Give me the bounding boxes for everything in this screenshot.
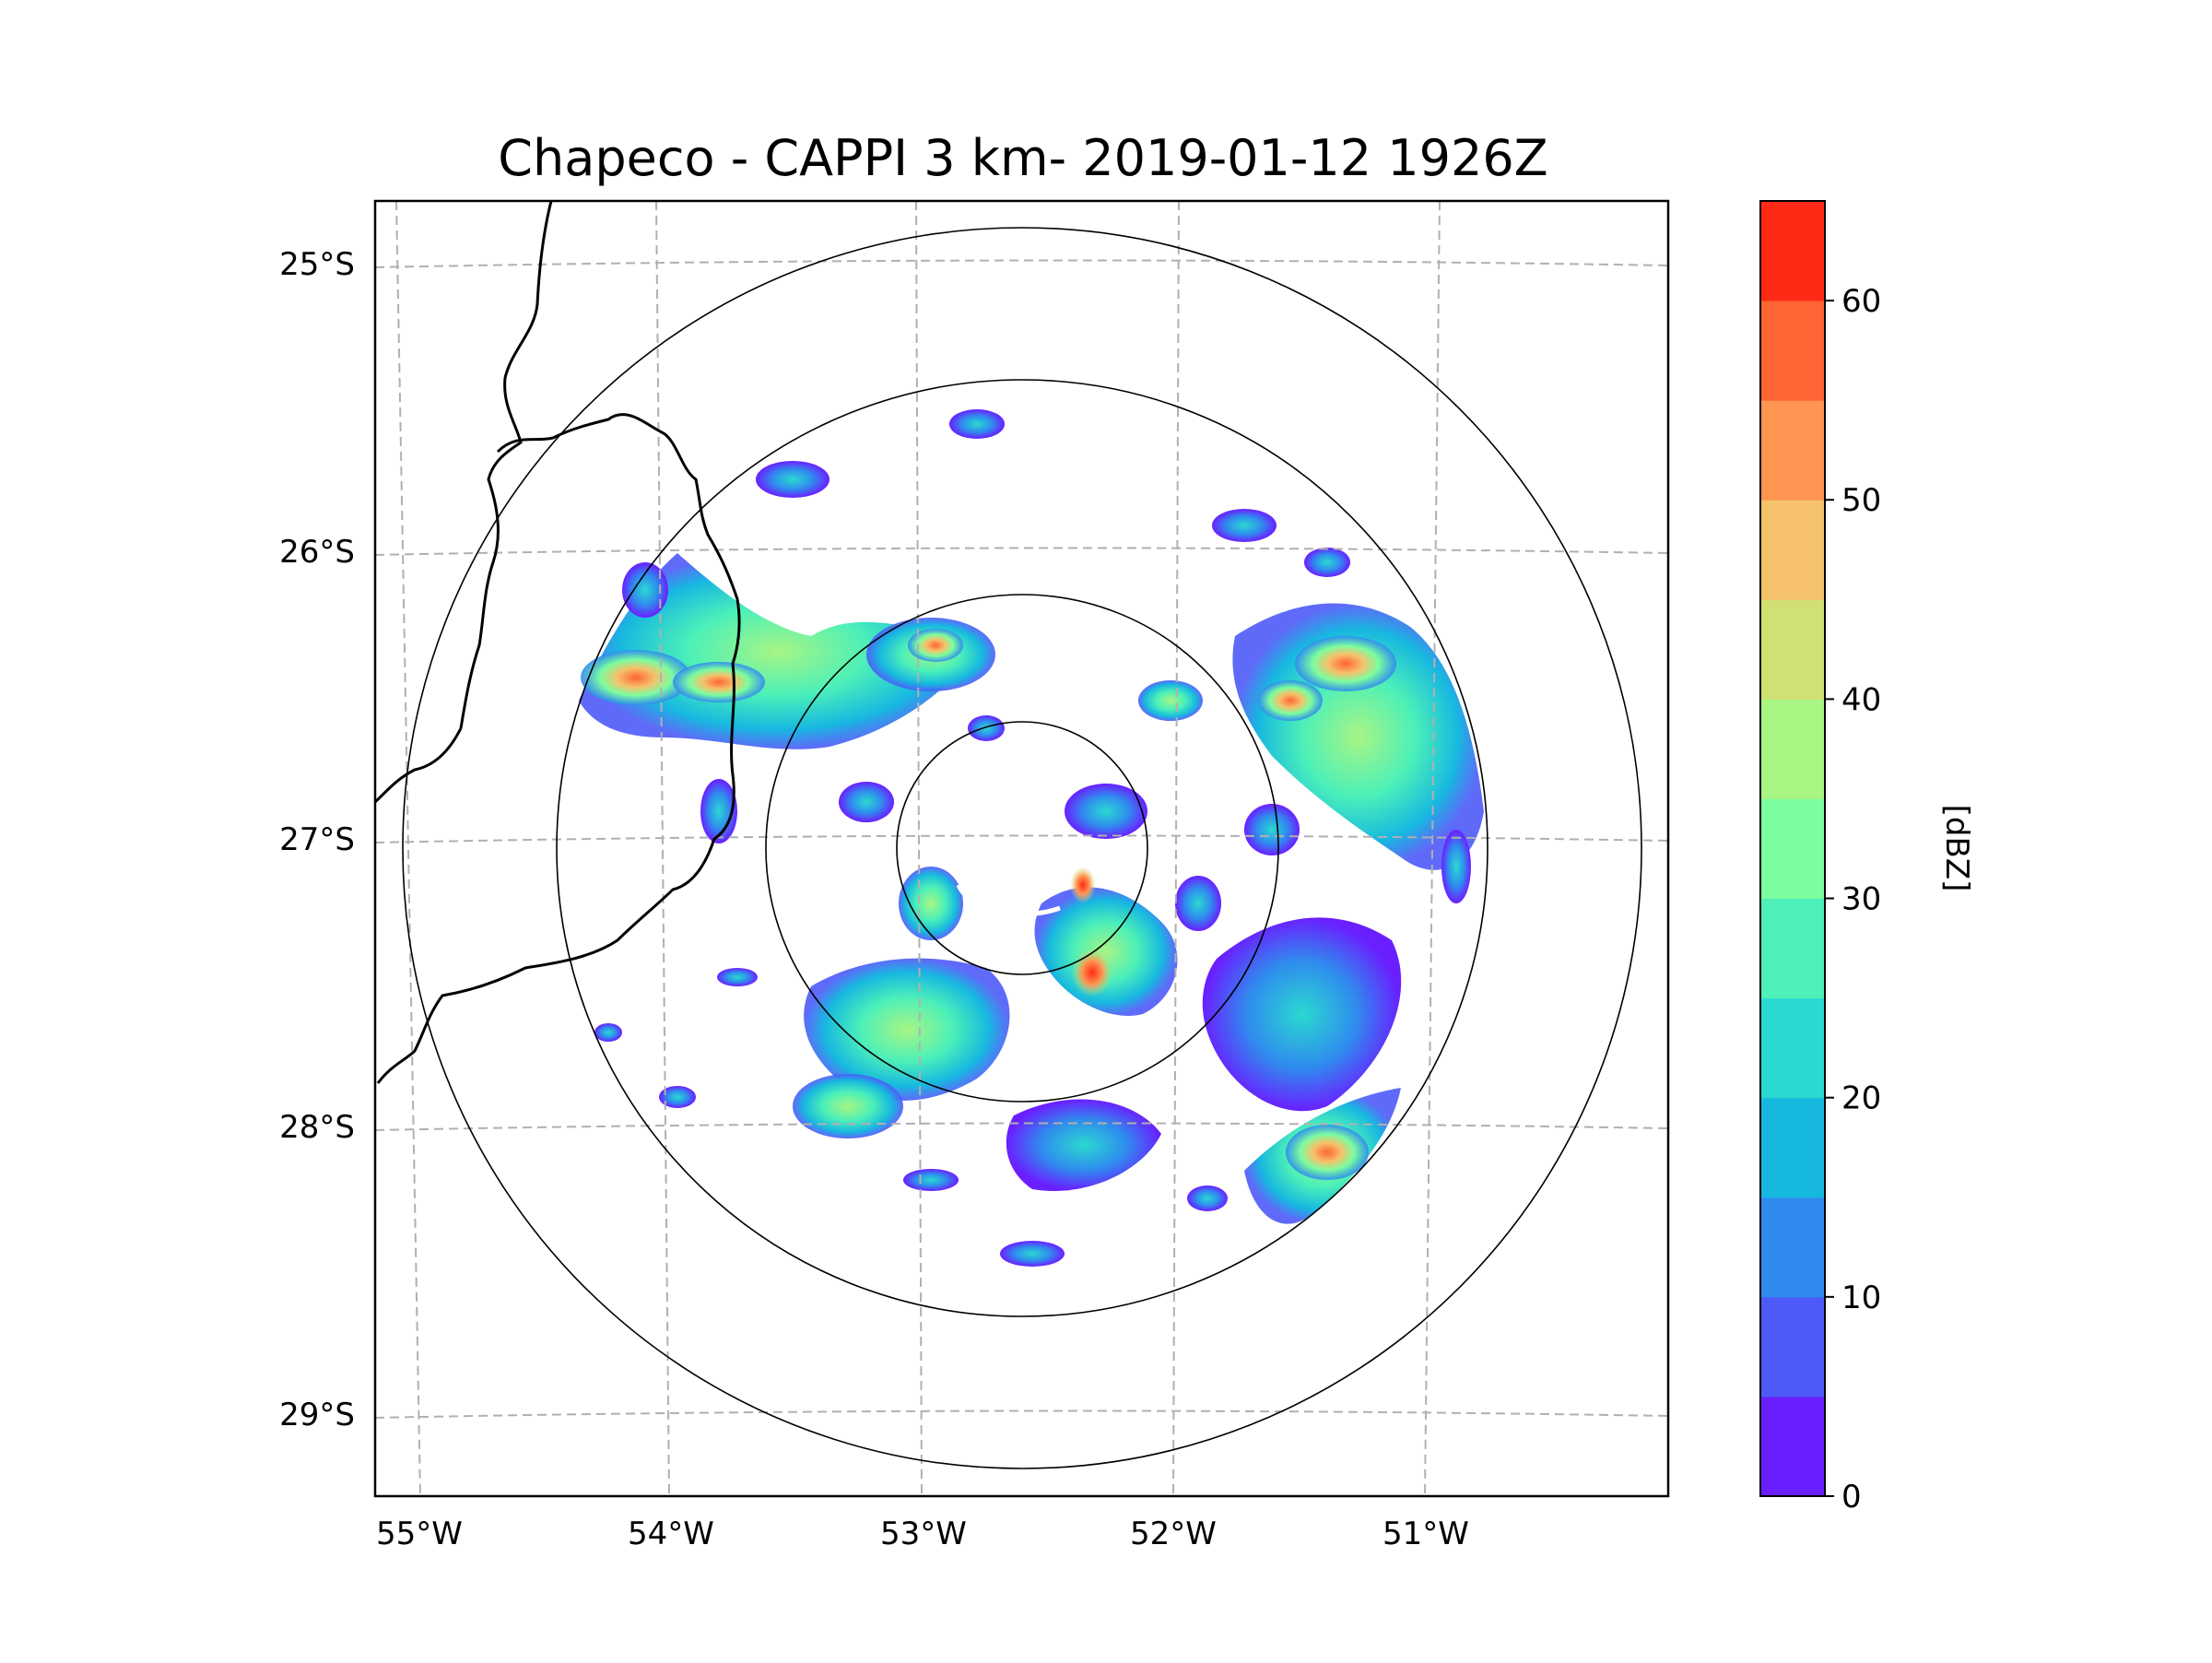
echo-cell — [839, 782, 894, 822]
echo-cell-center — [1034, 887, 1178, 1016]
echo-cell — [700, 779, 737, 843]
lon-label: 53°W — [880, 1516, 967, 1552]
gridline-lon-53 — [915, 201, 923, 1496]
colorbar-tick-label: 20 — [1841, 1080, 1881, 1117]
echo-cell — [756, 461, 830, 498]
gridline-lat-28 — [375, 1122, 1668, 1131]
lat-label: 25°S — [279, 246, 355, 283]
echo-band-ne — [1232, 603, 1484, 870]
colorbar-segment — [1760, 898, 1825, 999]
echo-band-south — [804, 958, 1010, 1101]
colorbar-segment — [1760, 599, 1825, 700]
lat-label: 28°S — [279, 1109, 355, 1146]
colorbar-label: [dBZ] — [1938, 805, 1975, 892]
echo-cell — [659, 1086, 696, 1108]
colorbar-segment — [1760, 1296, 1825, 1398]
echo-cell — [1000, 1241, 1065, 1267]
range-ring — [765, 594, 1279, 1103]
echo-core — [908, 629, 963, 662]
echo-cell — [949, 409, 1005, 439]
echo-cell — [594, 1023, 622, 1042]
colorbar-tick-label: 40 — [1841, 681, 1881, 718]
gridline-lon-55 — [395, 201, 421, 1496]
lat-label: 27°S — [279, 821, 355, 858]
colorbar-tick-label: 50 — [1841, 482, 1881, 519]
gridline-lon-54 — [655, 201, 670, 1496]
range-ring — [556, 379, 1488, 1317]
colorbar-segment — [1760, 400, 1825, 501]
echo-cell — [717, 968, 758, 986]
lat-label: 26°S — [279, 534, 355, 571]
gridline-lat-27 — [375, 834, 1668, 843]
lon-label: 51°W — [1382, 1516, 1469, 1552]
chart-title: Chapeco - CAPPI 3 km- 2019-01-12 1926Z — [498, 129, 1547, 187]
colorbar-segment — [1760, 1396, 1825, 1497]
range-rings — [402, 227, 1642, 1469]
echo-cell — [1065, 784, 1147, 839]
colorbar-segment — [1760, 500, 1825, 600]
colorbar: 0 10 20 30 40 50 60 [dBZ] — [1759, 200, 1975, 1516]
colorbar-segment — [1760, 301, 1825, 401]
echo-cell — [622, 562, 668, 618]
colorbar-tick-label: 10 — [1841, 1280, 1881, 1316]
echo-cell — [903, 1169, 959, 1191]
border-paraguay-argentina — [375, 201, 553, 804]
colorbar-tick-label: 0 — [1841, 1479, 1862, 1516]
gridline-lat-25 — [375, 259, 1668, 268]
colorbar-tick-label: 30 — [1841, 881, 1881, 918]
border-argentina-brazil — [376, 413, 741, 1084]
echo-cell — [968, 715, 1005, 741]
colorbar-ticks: 0 10 20 30 40 50 60 — [1825, 283, 1881, 1516]
echo-cell — [1187, 1185, 1228, 1211]
echo-core — [1286, 1125, 1369, 1180]
gridline-lon-51 — [1424, 201, 1441, 1496]
gridline-lat-29 — [375, 1409, 1668, 1419]
echo-core — [673, 662, 765, 702]
echo-cell — [1175, 876, 1221, 931]
lon-labels: 55°W 54°W 53°W 52°W 51°W — [376, 1516, 1469, 1552]
echo-core — [1258, 680, 1323, 721]
colorbar-segment — [1760, 798, 1825, 900]
gridline-lon-52 — [1172, 201, 1180, 1496]
range-ring — [896, 721, 1148, 975]
map-frame — [373, 199, 1670, 1498]
lon-label: 54°W — [628, 1516, 714, 1552]
echo-cell — [1212, 509, 1277, 542]
echo-cell — [793, 1074, 903, 1138]
echo-cell — [1138, 680, 1203, 721]
map-panel — [375, 201, 1668, 1496]
radar-echoes — [579, 409, 1484, 1267]
echo-weak-east — [1202, 917, 1402, 1112]
lat-labels: 25°S 26°S 27°S 28°S 29°S — [279, 246, 355, 1433]
lon-label: 55°W — [376, 1516, 463, 1552]
colorbar-tick-label: 60 — [1841, 283, 1881, 320]
echo-cell — [1244, 804, 1300, 855]
gridlines — [375, 201, 1668, 1496]
gridline-lat-26 — [375, 547, 1668, 556]
echo-cell — [899, 867, 963, 940]
lon-label: 52°W — [1130, 1516, 1217, 1552]
radar-ring-artifact — [956, 883, 1061, 917]
echo-cell — [1441, 830, 1471, 903]
echo-core — [1295, 636, 1396, 691]
echo-weak-south — [1006, 1099, 1161, 1191]
range-ring — [402, 227, 1642, 1469]
colorbar-segment — [1760, 1097, 1825, 1198]
echo-core — [1072, 949, 1112, 997]
echo-core — [581, 650, 691, 705]
colorbar-segment — [1760, 1197, 1825, 1298]
echo-band-nw — [579, 553, 977, 749]
echo-cell — [1304, 548, 1350, 577]
colorbar-segment — [1760, 201, 1825, 301]
borders — [375, 201, 741, 1084]
lat-label: 29°S — [279, 1397, 355, 1433]
echo-core — [1070, 867, 1096, 903]
colorbar-segment — [1760, 997, 1825, 1099]
colorbar-segments — [1760, 201, 1825, 1497]
colorbar-segment — [1760, 699, 1825, 799]
colorbar-frame — [1759, 200, 1826, 1497]
